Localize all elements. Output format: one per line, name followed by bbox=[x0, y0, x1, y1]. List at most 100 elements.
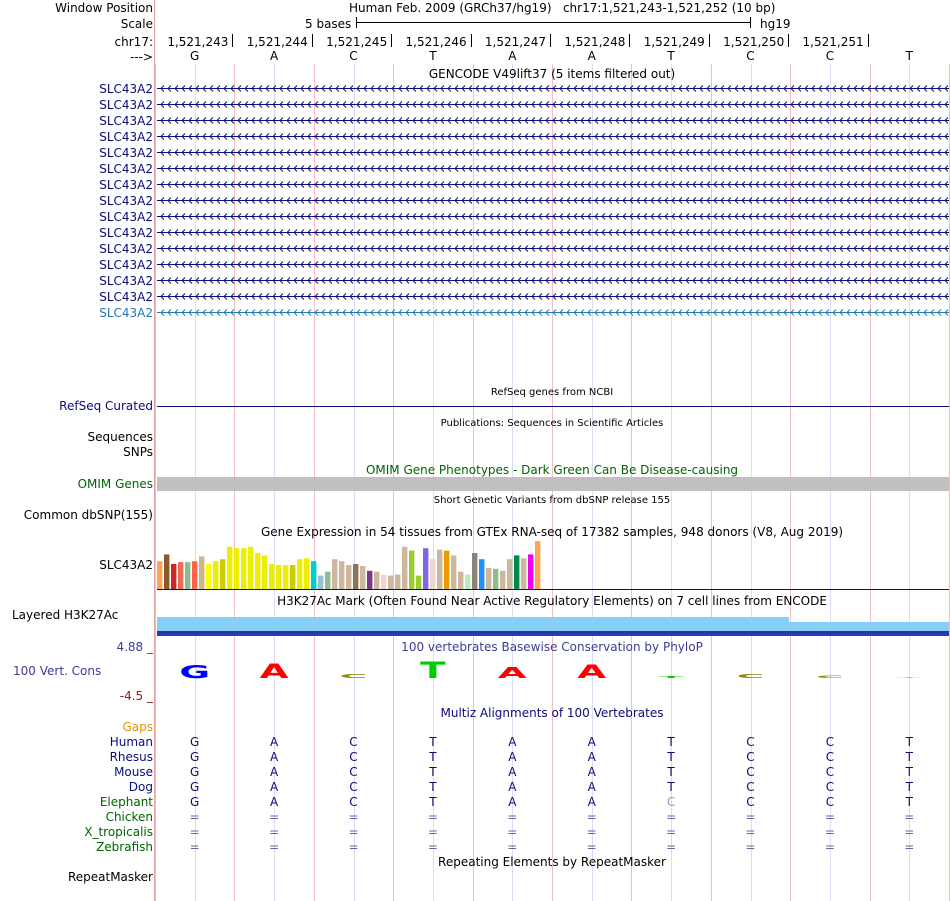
species-label[interactable]: Human bbox=[109, 735, 153, 749]
gtex-bar bbox=[311, 561, 317, 589]
alignment-base: G bbox=[190, 780, 200, 794]
gencode-transcript-label[interactable]: SLC43A2 bbox=[99, 97, 153, 112]
h3k27ac-track-title[interactable]: H3K27Ac Mark (Often Found Near Active Re… bbox=[277, 594, 827, 608]
alignment-base: T bbox=[905, 780, 913, 794]
h3k27ac-baseline bbox=[157, 631, 949, 633]
alignment-base: T bbox=[905, 765, 913, 779]
gtex-bar bbox=[304, 558, 310, 589]
gencode-transcript-label[interactable]: SLC43A2 bbox=[99, 225, 153, 240]
gencode-transcript-label[interactable]: SLC43A2 bbox=[99, 177, 153, 192]
alignment-base: T bbox=[429, 780, 437, 794]
alignment-base: A bbox=[508, 735, 517, 749]
gtex-track-title[interactable]: Gene Expression in 54 tissues from GTEx … bbox=[260, 525, 844, 539]
dbsnp-track-title[interactable]: Short Genetic Variants from dbSNP releas… bbox=[433, 495, 671, 506]
gencode-strand-arrows bbox=[160, 101, 949, 108]
gtex-bar bbox=[339, 561, 345, 589]
alignment-base: = bbox=[666, 840, 677, 854]
repeatmasker-track-label[interactable]: RepeatMasker bbox=[67, 870, 153, 884]
species-label[interactable]: Chicken bbox=[105, 810, 153, 824]
gtex-bar bbox=[290, 565, 296, 589]
alignment-base: = bbox=[348, 840, 359, 854]
gtex-bar bbox=[185, 562, 191, 589]
phylop-logo-letter: G bbox=[179, 662, 210, 682]
gencode-transcript-label[interactable]: SLC43A2 bbox=[99, 129, 153, 144]
refseq-track-label[interactable]: RefSeq Curated bbox=[59, 399, 153, 413]
alignment-base: C bbox=[349, 750, 358, 764]
gencode-transcript-label[interactable]: SLC43A2 bbox=[99, 241, 153, 256]
alignment-base: C bbox=[349, 765, 358, 779]
gtex-bar bbox=[521, 558, 527, 589]
dbsnp-track-label[interactable]: Common dbSNP(155) bbox=[23, 508, 153, 522]
alignment-base: T bbox=[905, 750, 913, 764]
species-label[interactable]: Elephant bbox=[99, 795, 153, 809]
gencode-strand-arrows bbox=[160, 293, 949, 300]
repeatmasker-track-title[interactable]: Repeating Elements by RepeatMasker bbox=[438, 855, 666, 869]
alignment-base: = bbox=[824, 825, 835, 839]
alignment-base: C bbox=[746, 765, 755, 779]
ruler-base: C bbox=[746, 49, 755, 63]
species-label[interactable]: Zebrafish bbox=[96, 840, 153, 854]
ruler-base: C bbox=[349, 49, 358, 63]
multiz-gaps-label[interactable]: Gaps bbox=[122, 720, 153, 734]
alignment-base: T bbox=[429, 765, 437, 779]
h3k27ac-track-label[interactable]: Layered H3K27Ac bbox=[12, 608, 119, 622]
gtex-bar bbox=[213, 561, 219, 589]
species-label[interactable]: Mouse bbox=[114, 765, 153, 779]
phylop-logo-letter: C bbox=[816, 675, 843, 679]
gencode-transcript-label[interactable]: SLC43A2 bbox=[99, 305, 153, 320]
gtex-track-label[interactable]: SLC43A2 bbox=[99, 558, 153, 572]
gtex-bar bbox=[465, 574, 471, 589]
alignment-base: T bbox=[667, 735, 675, 749]
alignment-base: = bbox=[586, 840, 597, 854]
omim-track-title[interactable]: OMIM Gene Phenotypes - Dark Green Can Be… bbox=[365, 463, 739, 477]
alignment-base: G bbox=[190, 795, 200, 809]
gtex-bar bbox=[206, 564, 212, 589]
alignment-base: = bbox=[666, 825, 677, 839]
gtex-bar bbox=[423, 548, 429, 589]
species-label[interactable]: Dog bbox=[128, 780, 153, 794]
alignment-base: C bbox=[825, 780, 835, 794]
gtex-bar bbox=[402, 546, 408, 589]
publications-track-title[interactable]: Publications: Sequences in Scientific Ar… bbox=[440, 418, 664, 429]
gencode-transcript-label[interactable]: SLC43A2 bbox=[99, 273, 153, 288]
gencode-transcript-label[interactable]: SLC43A2 bbox=[99, 193, 153, 208]
gencode-track-title[interactable]: GENCODE V49lift37 (5 items filtered out) bbox=[428, 67, 676, 81]
h3k27ac-signal-b bbox=[789, 622, 949, 631]
alignment-base: = bbox=[507, 810, 518, 824]
omim-track-label[interactable]: OMIM Genes bbox=[77, 477, 153, 491]
gtex-bar bbox=[227, 546, 233, 589]
alignment-base: = bbox=[507, 825, 518, 839]
phylop-track-title[interactable]: 100 vertebrates Basewise Conservation by… bbox=[401, 640, 703, 654]
gencode-transcript-label[interactable]: SLC43A2 bbox=[99, 145, 153, 160]
alignment-base: A bbox=[269, 780, 279, 794]
alignment-base: C bbox=[825, 735, 835, 749]
gtex-bar bbox=[409, 550, 415, 589]
ruler-base: C bbox=[825, 49, 835, 63]
publications-snps-label[interactable]: SNPs bbox=[123, 445, 153, 459]
gencode-transcript-label[interactable]: SLC43A2 bbox=[99, 113, 153, 128]
alignment-base: C bbox=[746, 750, 755, 764]
alignment-base: A bbox=[269, 750, 279, 764]
multiz-track-title[interactable]: Multiz Alignments of 100 Vertebrates bbox=[440, 706, 664, 720]
alignment-base: A bbox=[508, 765, 517, 779]
species-label[interactable]: X_tropicalis bbox=[84, 825, 153, 839]
gencode-transcript-label[interactable]: SLC43A2 bbox=[99, 257, 153, 272]
species-label[interactable]: Rhesus bbox=[109, 750, 153, 764]
gencode-transcript-label[interactable]: SLC43A2 bbox=[99, 289, 153, 304]
db-label: hg19 bbox=[760, 17, 791, 31]
gtex-bar bbox=[472, 553, 478, 589]
gencode-transcript-label[interactable]: SLC43A2 bbox=[99, 209, 153, 224]
alignment-base: C bbox=[349, 795, 358, 809]
alignment-base: A bbox=[587, 750, 596, 764]
gtex-bar bbox=[353, 564, 359, 589]
refseq-track-title[interactable]: RefSeq genes from NCBI bbox=[490, 387, 614, 398]
gtex-bar bbox=[507, 559, 513, 589]
gencode-transcript-label[interactable]: SLC43A2 bbox=[99, 81, 153, 96]
gtex-bar bbox=[395, 574, 401, 589]
gencode-transcript-label[interactable]: SLC43A2 bbox=[99, 161, 153, 176]
phylop-track-label[interactable]: 100 Vert. Cons bbox=[13, 664, 102, 678]
publications-sequences-label[interactable]: Sequences bbox=[87, 430, 153, 444]
ruler-base: G bbox=[190, 49, 200, 63]
alignment-base: C bbox=[746, 780, 755, 794]
phylop-logo-letter: C bbox=[340, 673, 367, 679]
